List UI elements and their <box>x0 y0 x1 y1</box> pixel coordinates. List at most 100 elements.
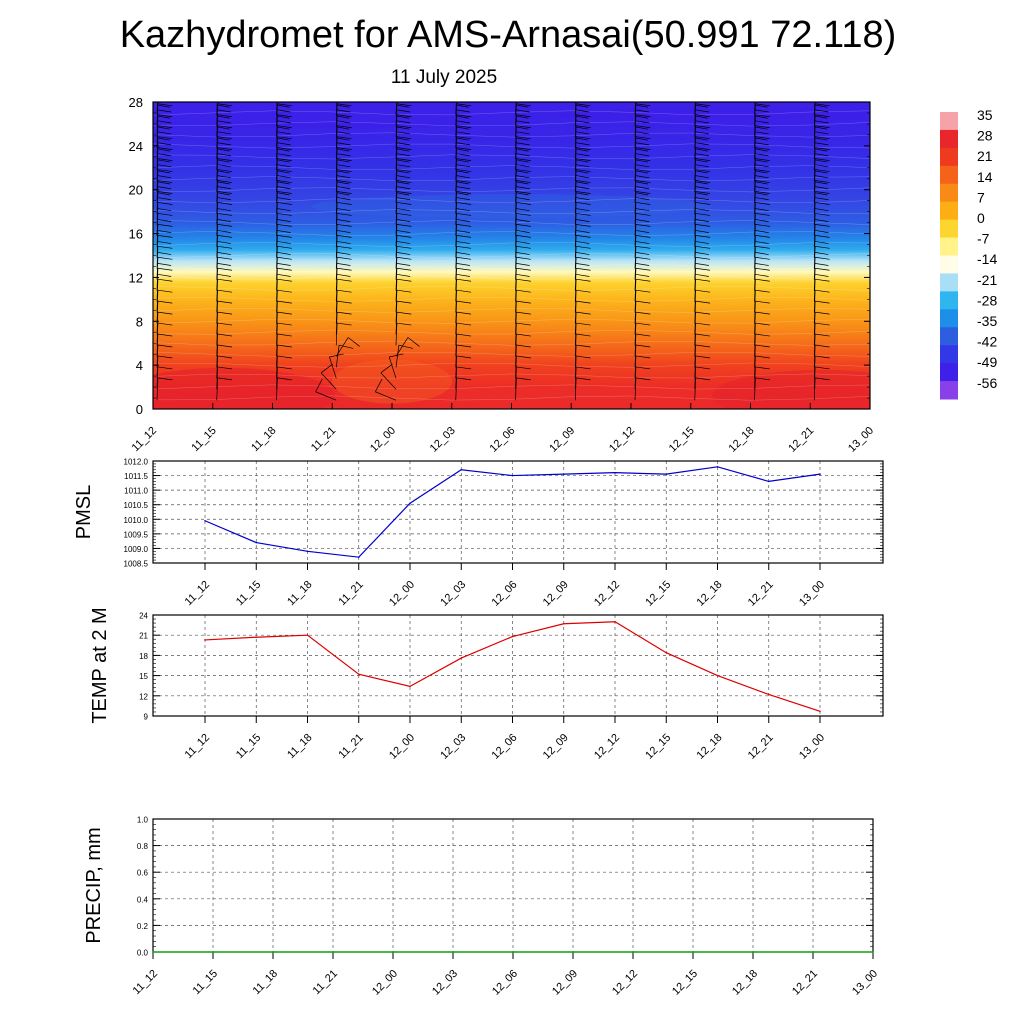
barb-feather <box>635 120 650 124</box>
barb-feather <box>217 115 230 119</box>
barb-feather <box>217 180 233 183</box>
barb-feather <box>875 299 889 305</box>
wind-barb <box>574 311 591 335</box>
wind-barb <box>335 256 352 280</box>
barb-feather <box>814 104 828 108</box>
wind-barb <box>694 191 711 214</box>
x-tick-label: 12_21 <box>746 732 776 762</box>
barb-feather <box>695 169 711 172</box>
barb-feather <box>576 278 591 282</box>
barb-feather <box>396 169 412 172</box>
barb-feather <box>337 202 352 205</box>
contour-line <box>153 187 870 193</box>
wind-barb <box>515 289 531 313</box>
barb-feather <box>217 170 230 174</box>
barb-staff <box>335 102 338 116</box>
barb-staff <box>335 235 338 258</box>
barb-staff <box>395 136 398 160</box>
barb-feather <box>337 91 351 97</box>
barb-feather <box>277 344 292 348</box>
barb-feather <box>277 366 292 370</box>
barb-staff <box>156 334 159 357</box>
data-point <box>632 951 634 953</box>
barb-feather <box>336 153 351 157</box>
wind-barb <box>455 355 472 379</box>
barb-staff <box>813 268 816 291</box>
barb-feather <box>875 266 889 272</box>
wind-barb <box>871 201 892 225</box>
wind-barb <box>813 136 830 160</box>
data-point <box>692 951 694 953</box>
wind-barb <box>634 224 651 247</box>
barb-feather <box>336 115 350 119</box>
x-tick-label: 11_15 <box>191 968 221 998</box>
colorbar-segment <box>940 345 958 364</box>
barb-feather <box>635 164 650 168</box>
barb-staff <box>694 169 696 192</box>
barb-feather <box>814 137 828 141</box>
contour-line <box>153 110 870 116</box>
barb-staff <box>156 147 159 170</box>
barb-feather <box>875 141 888 147</box>
wind-barb <box>694 125 711 149</box>
heatmap-x-tick-label: 12_12 <box>607 425 637 455</box>
wind-barb <box>871 310 892 334</box>
barb-feather <box>277 235 292 238</box>
wind-barb <box>813 224 830 247</box>
x-tick-label: 11_15 <box>234 579 264 609</box>
barb-feather <box>875 114 887 120</box>
barb-feather <box>575 120 590 124</box>
wind-barb <box>515 344 531 368</box>
barb-staff <box>276 268 278 291</box>
wind-barb <box>871 135 892 159</box>
barb-feather <box>516 159 529 163</box>
data-point <box>872 951 874 953</box>
wind-barb <box>634 267 651 291</box>
wind-barb <box>335 278 352 302</box>
barb-feather <box>336 263 351 266</box>
barb-feather <box>575 131 590 135</box>
colorbar-segment <box>940 327 958 346</box>
wind-barb <box>395 102 410 116</box>
colorbar-label: -49 <box>977 354 997 370</box>
barb-staff <box>871 191 878 213</box>
x-tick-label: 12_12 <box>592 732 622 762</box>
barb-staff <box>455 355 457 379</box>
colorbar-segment <box>940 309 958 328</box>
barb-staff <box>276 102 278 116</box>
wind-barb <box>694 366 711 390</box>
precip-panel: 0.00.20.40.60.81.011_12 11_15 11_18 11_21 12… <box>83 816 880 998</box>
barb-feather <box>337 169 352 172</box>
barb-feather <box>875 207 888 213</box>
barb-feather <box>456 377 472 381</box>
barb-staff <box>216 102 218 116</box>
barb-feather <box>396 114 412 118</box>
barb-staff <box>634 377 637 401</box>
barb-staff <box>455 257 457 280</box>
barb-staff <box>694 301 696 324</box>
wind-barb <box>276 103 292 127</box>
barb-feather <box>516 322 531 326</box>
wind-barb <box>455 344 472 368</box>
wind-barb <box>395 202 412 225</box>
wind-barb <box>216 355 233 379</box>
barb-feather <box>217 252 231 255</box>
wind-barb <box>395 235 412 258</box>
wind-barb <box>156 191 173 214</box>
wind-barb <box>455 245 472 269</box>
barb-feather <box>396 273 411 277</box>
barb-feather <box>875 365 889 371</box>
barb-feather <box>456 186 470 190</box>
barb-staff <box>634 312 637 335</box>
barb-staff <box>335 323 338 346</box>
wind-barb <box>395 224 412 247</box>
barb-staff <box>515 290 517 313</box>
barb-feather <box>815 289 830 293</box>
wind-barb <box>395 125 412 149</box>
wind-barb <box>395 191 412 214</box>
barb-staff <box>871 246 878 268</box>
barb-staff <box>871 224 878 246</box>
barb-feather <box>157 181 171 185</box>
barb-feather <box>277 273 291 277</box>
